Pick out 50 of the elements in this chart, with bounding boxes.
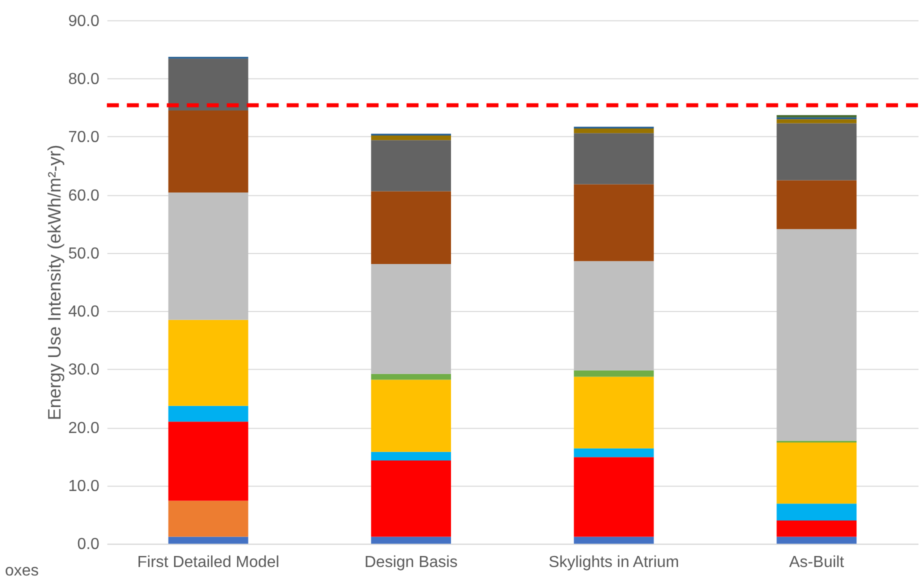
bar (574, 370, 654, 377)
bar (371, 374, 452, 380)
bar (574, 457, 654, 537)
bar (168, 500, 248, 537)
y-tick-label: 40.0 (68, 304, 100, 321)
bar (168, 320, 248, 406)
y-tick-label: 10.0 (68, 478, 100, 496)
bar (168, 192, 248, 320)
bar (574, 128, 654, 134)
y-tick-label: 50.0 (68, 245, 100, 262)
bar (776, 119, 857, 124)
text: oxes (4, 562, 39, 580)
bar (168, 536, 248, 544)
bar (574, 376, 654, 448)
y-tick-label: 30.0 (68, 362, 100, 379)
y-tick-label: 0.0 (77, 536, 100, 554)
bar (371, 380, 452, 452)
bar (574, 184, 654, 262)
bar (574, 261, 654, 370)
bar (776, 442, 857, 504)
x-tick-label: As-Built (789, 554, 845, 572)
bar (371, 140, 452, 192)
x-tick-label: Design Basis (364, 554, 458, 572)
y-tick-label: 60.0 (68, 187, 100, 204)
bar (371, 536, 452, 544)
bar (371, 264, 452, 374)
x-tick-label: First Detailed Model (137, 554, 280, 572)
bar (168, 422, 248, 501)
x-tick-label: Skylights in Atrium (548, 554, 680, 572)
y-tick-label: 90.0 (68, 12, 100, 30)
y-tick-label: 70.0 (68, 129, 100, 146)
bar (776, 536, 857, 544)
bar (574, 133, 654, 184)
bar (574, 536, 654, 544)
bar (168, 110, 248, 192)
bar (168, 58, 248, 110)
y-tick-label: 80.0 (68, 70, 100, 88)
bar (776, 123, 857, 180)
bar (168, 406, 248, 422)
bar (371, 191, 452, 264)
bar (371, 452, 452, 461)
bar (776, 180, 857, 230)
y-axis-title: Energy Use Intensity (ekWh/m²-yr) (44, 144, 64, 420)
bar (776, 520, 857, 537)
bar (371, 460, 452, 537)
bar (776, 229, 857, 441)
y-tick-label: 20.0 (68, 420, 100, 437)
bar (371, 135, 452, 140)
bar (776, 504, 857, 520)
bar (574, 448, 654, 458)
